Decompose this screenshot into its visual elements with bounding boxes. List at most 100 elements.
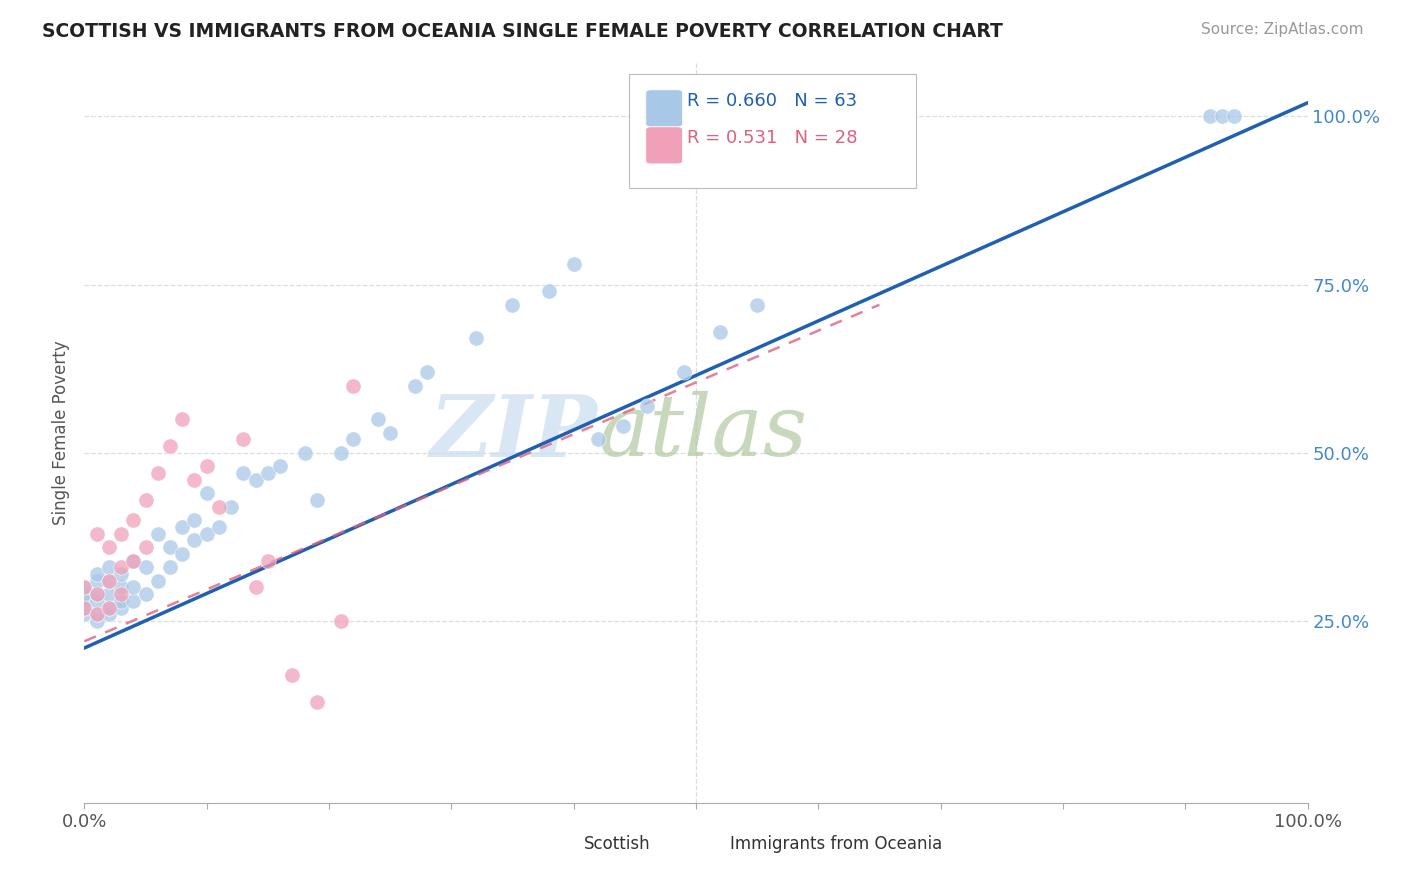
Point: [110, 600, 132, 615]
Point: [122, 581, 145, 595]
Point: [146, 526, 169, 541]
Point: [110, 526, 132, 541]
Text: R = 0.531   N = 28: R = 0.531 N = 28: [688, 129, 858, 147]
Point: [73, 600, 96, 615]
Point: [86, 587, 108, 601]
Point: [97, 607, 120, 622]
Point: [1198, 109, 1220, 123]
Text: atlas: atlas: [598, 392, 807, 474]
Point: [73, 607, 96, 622]
Point: [709, 325, 731, 339]
Point: [122, 553, 145, 567]
FancyBboxPatch shape: [645, 127, 682, 164]
Point: [330, 446, 353, 460]
Point: [86, 614, 108, 628]
Y-axis label: Single Female Poverty: Single Female Poverty: [52, 341, 70, 524]
Point: [257, 553, 280, 567]
Text: R = 0.660   N = 63: R = 0.660 N = 63: [688, 92, 858, 110]
Point: [110, 594, 132, 608]
Point: [232, 433, 254, 447]
Point: [86, 594, 108, 608]
Point: [305, 695, 328, 709]
Point: [86, 607, 108, 622]
Point: [97, 587, 120, 601]
Point: [97, 600, 120, 615]
Point: [135, 560, 157, 574]
Point: [159, 540, 181, 554]
Point: [636, 399, 658, 413]
Point: [172, 412, 194, 426]
Point: [305, 492, 328, 507]
Point: [73, 600, 96, 615]
Point: [97, 574, 120, 588]
Point: [135, 540, 157, 554]
Point: [342, 433, 364, 447]
Point: [612, 418, 634, 433]
Point: [245, 581, 267, 595]
Text: SCOTTISH VS IMMIGRANTS FROM OCEANIA SINGLE FEMALE POVERTY CORRELATION CHART: SCOTTISH VS IMMIGRANTS FROM OCEANIA SING…: [42, 22, 1002, 41]
Point: [269, 459, 291, 474]
Point: [86, 587, 108, 601]
Point: [122, 553, 145, 567]
Text: Scottish: Scottish: [583, 835, 650, 853]
Point: [110, 560, 132, 574]
Point: [73, 587, 96, 601]
Point: [294, 446, 316, 460]
Point: [183, 533, 205, 548]
Point: [97, 540, 120, 554]
Point: [183, 473, 205, 487]
Point: [232, 466, 254, 480]
Point: [245, 473, 267, 487]
Point: [281, 668, 304, 682]
Point: [342, 378, 364, 392]
Point: [195, 526, 218, 541]
Point: [1211, 109, 1233, 123]
Point: [146, 574, 169, 588]
Point: [86, 607, 108, 622]
Point: [97, 600, 120, 615]
Point: [97, 560, 120, 574]
Text: Source: ZipAtlas.com: Source: ZipAtlas.com: [1201, 22, 1364, 37]
Point: [562, 257, 585, 271]
Point: [183, 513, 205, 527]
Point: [122, 594, 145, 608]
Point: [73, 581, 96, 595]
Point: [586, 433, 609, 447]
Point: [73, 594, 96, 608]
FancyBboxPatch shape: [538, 826, 578, 862]
Point: [195, 486, 218, 500]
Point: [747, 298, 769, 312]
Point: [122, 513, 145, 527]
FancyBboxPatch shape: [628, 73, 917, 188]
Point: [380, 425, 402, 440]
Point: [416, 365, 439, 379]
Point: [86, 566, 108, 581]
Text: Immigrants from Oceania: Immigrants from Oceania: [730, 835, 942, 853]
FancyBboxPatch shape: [645, 90, 682, 127]
Point: [219, 500, 242, 514]
Point: [208, 520, 231, 534]
Point: [172, 547, 194, 561]
Text: ZIP: ZIP: [430, 391, 598, 475]
Point: [404, 378, 426, 392]
Point: [502, 298, 524, 312]
FancyBboxPatch shape: [685, 826, 725, 862]
Point: [464, 331, 486, 345]
Point: [110, 587, 132, 601]
Point: [86, 526, 108, 541]
Point: [1223, 109, 1246, 123]
Point: [110, 581, 132, 595]
Point: [86, 574, 108, 588]
Point: [135, 492, 157, 507]
Point: [172, 520, 194, 534]
Point: [367, 412, 389, 426]
Point: [146, 466, 169, 480]
Point: [73, 581, 96, 595]
Point: [208, 500, 231, 514]
Point: [135, 587, 157, 601]
Point: [97, 574, 120, 588]
Point: [159, 439, 181, 453]
Point: [257, 466, 280, 480]
Point: [538, 285, 561, 299]
Point: [195, 459, 218, 474]
